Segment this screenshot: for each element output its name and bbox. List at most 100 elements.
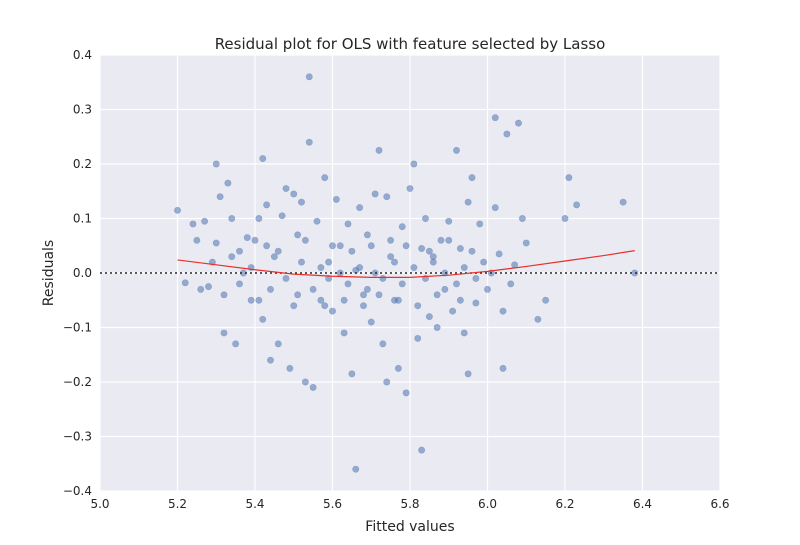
- scatter-point: [228, 253, 236, 261]
- scatter-point: [340, 329, 348, 337]
- scatter-point: [464, 370, 472, 378]
- scatter-point: [456, 296, 464, 304]
- scatter-point: [321, 302, 329, 310]
- scatter-point: [433, 323, 441, 331]
- scatter-point: [205, 283, 213, 291]
- scatter-point: [305, 138, 313, 146]
- lowess-trend-line: [177, 250, 635, 278]
- scatter-point: [565, 174, 573, 182]
- scatter-point: [263, 242, 271, 250]
- scatter-point: [325, 258, 333, 266]
- scatter-point: [507, 280, 515, 288]
- scatter-point: [286, 364, 294, 372]
- scatter-point: [542, 296, 550, 304]
- scatter-point: [464, 198, 472, 206]
- x-tick-label: 5.6: [323, 497, 342, 511]
- scatter-point: [274, 247, 282, 255]
- x-tick-label: 6.6: [710, 497, 729, 511]
- scatter-point: [406, 185, 414, 193]
- y-tick-label: 0.2: [73, 157, 92, 171]
- scatter-point: [224, 179, 232, 187]
- scatter-point: [499, 364, 507, 372]
- scatter-point: [356, 204, 364, 212]
- chart-title: Residual plot for OLS with feature selec…: [215, 35, 606, 53]
- scatter-point: [394, 296, 402, 304]
- scatter-point: [367, 242, 375, 250]
- scatter-point: [499, 307, 507, 315]
- scatter-point: [251, 236, 259, 244]
- x-tick-label: 6.0: [478, 497, 497, 511]
- scatter-point: [534, 315, 542, 323]
- scatter-point: [460, 329, 468, 337]
- x-tick-label: 6.4: [633, 497, 652, 511]
- scatter-point: [472, 274, 480, 282]
- scatter-point: [445, 217, 453, 225]
- scatter-point: [619, 198, 627, 206]
- scatter-point: [491, 114, 499, 122]
- scatter-point: [294, 231, 302, 239]
- scatter-point: [243, 234, 251, 242]
- scatter-point: [425, 247, 433, 255]
- x-axis-title: Fitted values: [365, 519, 454, 535]
- scatter-point: [410, 264, 418, 272]
- x-tick-label: 5.4: [245, 497, 264, 511]
- scatter-point: [452, 146, 460, 154]
- scatter-point: [437, 236, 445, 244]
- scatter-point: [383, 193, 391, 201]
- scatter-point: [317, 264, 325, 272]
- scatter-point: [518, 215, 526, 223]
- x-tick-label: 5.8: [400, 497, 419, 511]
- scatter-point: [305, 73, 313, 81]
- scatter-point: [301, 378, 309, 386]
- scatter-point: [468, 247, 476, 255]
- scatter-point: [263, 201, 271, 209]
- scatter-point: [236, 280, 244, 288]
- scatter-point: [309, 285, 317, 293]
- scatter-point: [328, 242, 336, 250]
- scatter-point: [452, 280, 460, 288]
- scatter-point: [418, 244, 426, 252]
- scatter-point: [294, 291, 302, 299]
- scatter-point: [197, 285, 205, 293]
- scatter-point: [317, 296, 325, 304]
- scatter-point: [363, 231, 371, 239]
- x-tick-labels: 5.0 5.2 5.4 5.6 5.8 6.0 6.2 6.4 6.6: [90, 497, 729, 511]
- scatter-point: [328, 307, 336, 315]
- x-tick-label: 5.0: [90, 497, 109, 511]
- scatter-point: [449, 307, 457, 315]
- y-tick-labels: −0.4 −0.3 −0.2 −0.1 0.0 0.1 0.2 0.3 0.4: [63, 48, 92, 498]
- scatter-point: [359, 291, 367, 299]
- scatter-point: [398, 223, 406, 231]
- scatter-point: [201, 217, 209, 225]
- scatter-point: [491, 204, 499, 212]
- scatter-point: [332, 195, 340, 203]
- scatter-point: [220, 291, 228, 299]
- scatter-point: [425, 313, 433, 321]
- scatter-point: [174, 206, 182, 214]
- scatter-points: [174, 73, 639, 473]
- scatter-point: [456, 244, 464, 252]
- scatter-point: [325, 274, 333, 282]
- scatter-point: [228, 215, 236, 223]
- y-tick-label: 0.4: [73, 48, 92, 62]
- y-tick-label: −0.3: [63, 430, 92, 444]
- scatter-point: [387, 236, 395, 244]
- scatter-point: [352, 465, 360, 473]
- scatter-point: [212, 239, 220, 247]
- scatter-point: [301, 236, 309, 244]
- scatter-point: [259, 155, 267, 163]
- scatter-point: [344, 280, 352, 288]
- scatter-point: [321, 174, 329, 182]
- scatter-point: [266, 356, 274, 364]
- scatter-point: [220, 329, 228, 337]
- y-tick-label: 0.1: [73, 212, 92, 226]
- y-axis-title: Residuals: [41, 240, 57, 306]
- y-tick-label: 0.3: [73, 103, 92, 117]
- scatter-point: [313, 217, 321, 225]
- y-tick-label: −0.2: [63, 375, 92, 389]
- scatter-point: [297, 198, 305, 206]
- scatter-point: [495, 250, 503, 258]
- scatter-point: [468, 174, 476, 182]
- scatter-point: [561, 215, 569, 223]
